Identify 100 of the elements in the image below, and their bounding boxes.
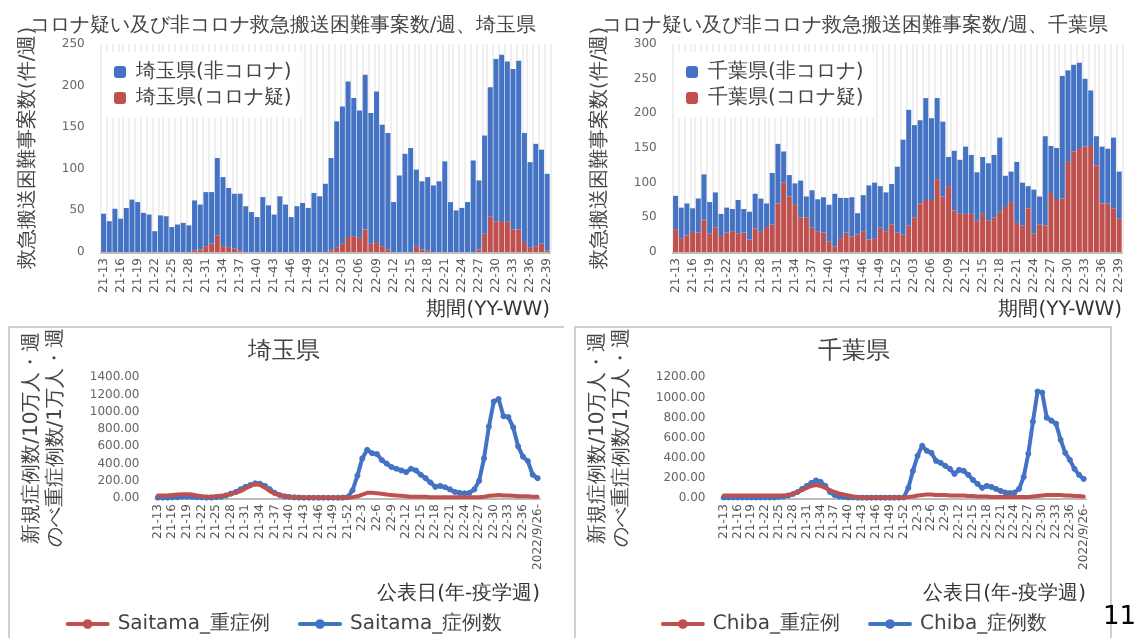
bar bbox=[374, 91, 380, 243]
bar bbox=[923, 200, 929, 252]
bar bbox=[985, 163, 991, 221]
bar bbox=[701, 219, 707, 252]
x-axis-title: 公表日(年-疫学週) bbox=[377, 581, 541, 605]
legend-label: Saitama_症例数 bbox=[350, 611, 503, 635]
bar bbox=[1071, 151, 1077, 252]
bar bbox=[470, 160, 476, 252]
bar bbox=[684, 235, 690, 252]
bar bbox=[499, 54, 505, 223]
bar bbox=[192, 200, 198, 251]
bar bbox=[837, 238, 843, 252]
bar bbox=[894, 232, 900, 252]
bar bbox=[752, 228, 758, 252]
bar bbox=[1042, 136, 1048, 226]
bar bbox=[849, 236, 855, 252]
bar bbox=[832, 246, 838, 252]
bar bbox=[735, 200, 741, 234]
bar bbox=[533, 246, 539, 252]
legend-label: Chiba_重症例 bbox=[712, 611, 841, 635]
bar bbox=[1082, 146, 1088, 252]
bar bbox=[1076, 148, 1082, 252]
x-axis-title: 期間(YY-WW) bbox=[998, 297, 1123, 321]
line-series bbox=[155, 482, 540, 500]
bar bbox=[1088, 145, 1094, 252]
bar bbox=[849, 197, 855, 237]
bar bbox=[260, 197, 266, 252]
bar bbox=[300, 202, 306, 252]
bar bbox=[1014, 161, 1020, 223]
bar bbox=[339, 243, 345, 252]
bar bbox=[459, 207, 465, 252]
bar bbox=[146, 214, 152, 252]
bar bbox=[718, 236, 724, 252]
bar bbox=[493, 221, 499, 252]
bar bbox=[923, 98, 929, 200]
bar bbox=[214, 235, 220, 252]
bar bbox=[174, 224, 180, 252]
legend-label: 千葉県(コロナ疑) bbox=[708, 85, 864, 109]
legend-label: Chiba_症例数 bbox=[920, 611, 1048, 635]
bar bbox=[112, 208, 118, 252]
bar bbox=[129, 199, 135, 252]
legend-label: 千葉県(非コロナ) bbox=[708, 59, 864, 83]
bar bbox=[1002, 206, 1008, 252]
bar bbox=[758, 231, 764, 252]
bar bbox=[248, 212, 254, 252]
bar bbox=[963, 146, 969, 214]
bar bbox=[430, 185, 436, 252]
bar bbox=[980, 213, 986, 252]
x-axis-title: 公表日(年-疫学週) bbox=[923, 581, 1087, 605]
line-series bbox=[721, 482, 1086, 500]
bar bbox=[356, 237, 362, 252]
bar bbox=[379, 246, 385, 252]
bar bbox=[985, 220, 991, 252]
chart-title: 千葉県 bbox=[818, 336, 890, 364]
bar bbox=[712, 227, 718, 252]
bar bbox=[809, 190, 815, 228]
bar bbox=[951, 150, 957, 211]
bar bbox=[487, 216, 493, 252]
bar bbox=[453, 210, 459, 252]
bar bbox=[538, 149, 544, 244]
bar bbox=[866, 239, 872, 252]
bar bbox=[934, 179, 940, 252]
bar bbox=[832, 193, 838, 247]
bar bbox=[968, 213, 974, 252]
bar bbox=[877, 227, 883, 252]
bar bbox=[180, 222, 186, 252]
bar bbox=[311, 192, 317, 252]
bar bbox=[997, 211, 1003, 252]
bar bbox=[690, 231, 696, 252]
bar bbox=[900, 234, 906, 252]
bar bbox=[1105, 203, 1111, 252]
bar bbox=[533, 143, 539, 247]
bar bbox=[815, 231, 821, 252]
bar bbox=[1037, 224, 1043, 252]
bar bbox=[724, 232, 730, 252]
bar bbox=[294, 206, 300, 252]
bar bbox=[157, 215, 163, 252]
bar bbox=[837, 197, 843, 239]
bar bbox=[504, 221, 510, 252]
bar bbox=[724, 207, 730, 233]
bar bbox=[265, 205, 271, 252]
bar bbox=[735, 233, 741, 252]
bar bbox=[504, 61, 510, 222]
bar bbox=[101, 213, 107, 252]
bar bbox=[997, 137, 1003, 212]
bar bbox=[946, 186, 952, 252]
bar bbox=[991, 217, 997, 252]
bar bbox=[277, 196, 283, 252]
bar bbox=[123, 207, 129, 252]
bar bbox=[860, 231, 866, 252]
bar bbox=[203, 246, 209, 252]
bar bbox=[963, 213, 969, 252]
bar bbox=[231, 193, 237, 249]
bar bbox=[906, 225, 912, 252]
bar bbox=[135, 202, 141, 252]
bar bbox=[1048, 193, 1054, 252]
bar bbox=[1054, 200, 1060, 252]
legend-label: 埼玉県(非コロナ) bbox=[134, 59, 292, 83]
bar bbox=[980, 157, 986, 214]
legend-label: 埼玉県(コロナ疑) bbox=[134, 85, 292, 109]
